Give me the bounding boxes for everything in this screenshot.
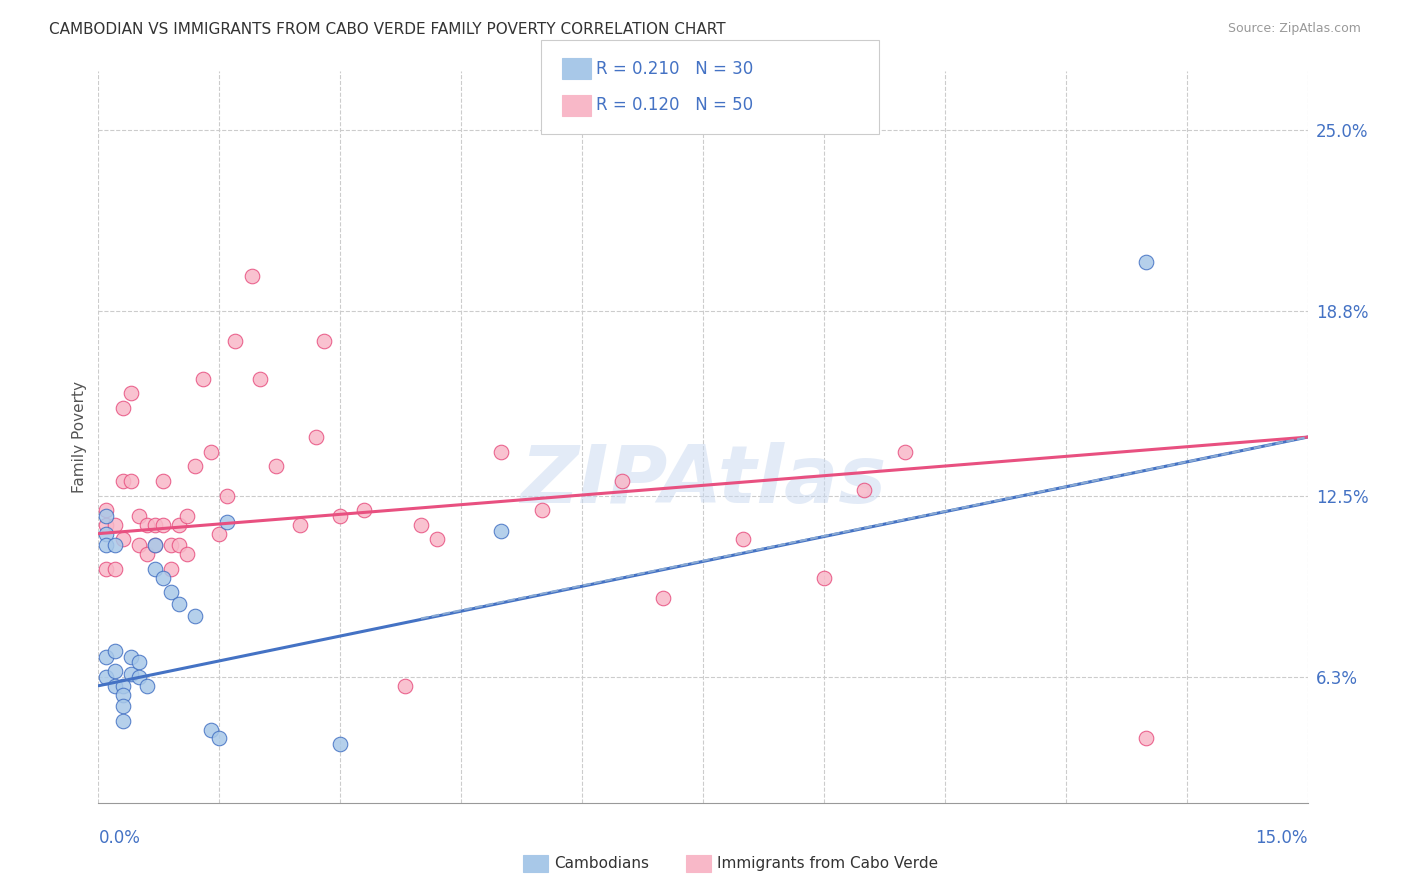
Point [143, 538, 166, 552]
Point [893, 444, 915, 458]
Point [491, 444, 513, 458]
Text: 0.0%: 0.0% [98, 829, 141, 847]
Point [96, 649, 118, 664]
Point [1135, 254, 1157, 268]
Point [264, 459, 287, 474]
Point [103, 538, 125, 552]
Point [813, 570, 835, 584]
Point [103, 562, 125, 576]
Point [96, 538, 118, 552]
Text: Immigrants from Cabo Verde: Immigrants from Cabo Verde [717, 856, 938, 871]
Text: R = 0.210   N = 30: R = 0.210 N = 30 [596, 60, 754, 78]
Point [176, 509, 198, 524]
Point [184, 459, 207, 474]
Point [329, 737, 352, 751]
Point [409, 517, 432, 532]
Point [111, 401, 134, 415]
Point [1135, 731, 1157, 746]
Point [530, 503, 553, 517]
Point [128, 670, 150, 684]
Point [651, 591, 673, 605]
Point [152, 570, 174, 584]
Point [96, 670, 118, 684]
Point [103, 517, 125, 532]
Point [288, 517, 311, 532]
Point [143, 562, 166, 576]
Point [217, 515, 239, 529]
Point [853, 483, 876, 497]
Point [120, 474, 142, 488]
Point [135, 517, 157, 532]
Point [111, 679, 134, 693]
Point [208, 731, 231, 746]
Text: 15.0%: 15.0% [1256, 829, 1308, 847]
Point [96, 526, 118, 541]
Point [200, 444, 222, 458]
Point [160, 538, 183, 552]
Point [96, 503, 118, 517]
Point [120, 649, 142, 664]
Point [96, 562, 118, 576]
Text: ZIPAtlas: ZIPAtlas [520, 442, 886, 520]
Point [167, 597, 190, 611]
Point [329, 509, 352, 524]
Point [208, 526, 231, 541]
Point [426, 533, 449, 547]
Point [103, 643, 125, 657]
Point [193, 371, 215, 385]
Point [96, 517, 118, 532]
Point [96, 509, 118, 524]
Point [224, 334, 246, 348]
Point [160, 562, 183, 576]
Point [152, 517, 174, 532]
Point [128, 538, 150, 552]
Point [217, 489, 239, 503]
Point [160, 585, 183, 599]
Point [103, 664, 125, 678]
Point [103, 679, 125, 693]
Point [394, 679, 416, 693]
Point [120, 667, 142, 681]
Point [305, 430, 328, 444]
Text: R = 0.120   N = 50: R = 0.120 N = 50 [596, 96, 754, 114]
Point [111, 474, 134, 488]
Point [135, 679, 157, 693]
Point [111, 688, 134, 702]
Point [111, 714, 134, 728]
Point [167, 538, 190, 552]
Point [249, 371, 271, 385]
Point [353, 503, 375, 517]
Point [143, 538, 166, 552]
Point [152, 474, 174, 488]
Point [111, 699, 134, 714]
Point [184, 608, 207, 623]
Point [128, 656, 150, 670]
Y-axis label: Family Poverty: Family Poverty [72, 381, 87, 493]
Point [240, 269, 263, 284]
Text: Cambodians: Cambodians [554, 856, 650, 871]
Point [491, 524, 513, 538]
Point [120, 386, 142, 401]
Text: Source: ZipAtlas.com: Source: ZipAtlas.com [1227, 22, 1361, 36]
Text: CAMBODIAN VS IMMIGRANTS FROM CABO VERDE FAMILY POVERTY CORRELATION CHART: CAMBODIAN VS IMMIGRANTS FROM CABO VERDE … [49, 22, 725, 37]
Point [200, 723, 222, 737]
Point [111, 533, 134, 547]
Point [176, 547, 198, 561]
Point [143, 517, 166, 532]
Point [733, 533, 755, 547]
Point [128, 509, 150, 524]
Point [167, 517, 190, 532]
Point [314, 334, 336, 348]
Point [135, 547, 157, 561]
Point [612, 474, 634, 488]
